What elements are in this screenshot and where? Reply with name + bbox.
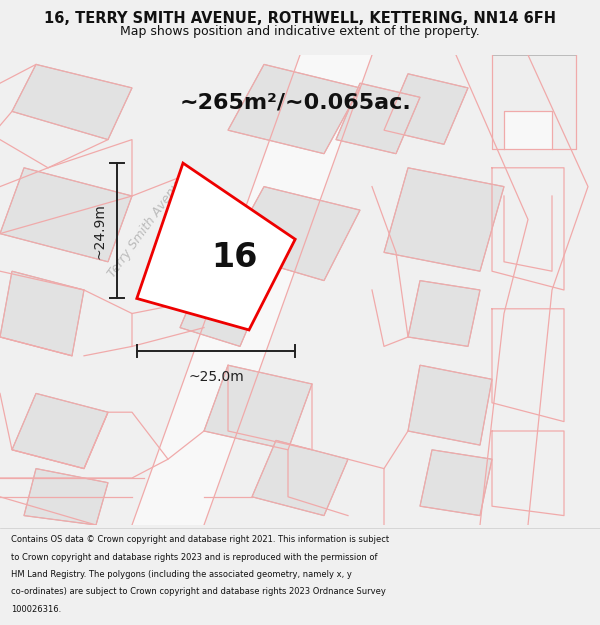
- Polygon shape: [336, 83, 420, 154]
- Text: Contains OS data © Crown copyright and database right 2021. This information is : Contains OS data © Crown copyright and d…: [11, 535, 389, 544]
- Polygon shape: [504, 111, 552, 149]
- Text: Map shows position and indicative extent of the property.: Map shows position and indicative extent…: [120, 26, 480, 39]
- Polygon shape: [180, 271, 264, 346]
- Text: co-ordinates) are subject to Crown copyright and database rights 2023 Ordnance S: co-ordinates) are subject to Crown copyr…: [11, 588, 386, 596]
- Polygon shape: [252, 441, 348, 516]
- Text: Terry Smith Avenue: Terry Smith Avenue: [105, 173, 188, 280]
- Text: HM Land Registry. The polygons (including the associated geometry, namely x, y: HM Land Registry. The polygons (includin…: [11, 570, 352, 579]
- Text: ~265m²/~0.065ac.: ~265m²/~0.065ac.: [180, 92, 412, 112]
- Polygon shape: [0, 168, 132, 262]
- Polygon shape: [137, 163, 295, 330]
- Polygon shape: [0, 271, 84, 356]
- Polygon shape: [384, 168, 504, 271]
- Polygon shape: [492, 55, 576, 149]
- Polygon shape: [204, 365, 312, 450]
- Polygon shape: [24, 469, 108, 525]
- Text: ~25.0m: ~25.0m: [188, 370, 244, 384]
- Polygon shape: [420, 450, 492, 516]
- Polygon shape: [408, 365, 492, 445]
- Polygon shape: [384, 74, 468, 144]
- Text: ~24.9m: ~24.9m: [92, 203, 106, 259]
- Text: to Crown copyright and database rights 2023 and is reproduced with the permissio: to Crown copyright and database rights 2…: [11, 552, 377, 561]
- Text: 16, TERRY SMITH AVENUE, ROTHWELL, KETTERING, NN14 6FH: 16, TERRY SMITH AVENUE, ROTHWELL, KETTER…: [44, 11, 556, 26]
- Polygon shape: [12, 64, 132, 139]
- Text: 16: 16: [211, 241, 257, 274]
- Polygon shape: [228, 187, 360, 281]
- Polygon shape: [408, 281, 480, 346]
- Polygon shape: [132, 55, 372, 525]
- Text: 100026316.: 100026316.: [11, 605, 61, 614]
- Polygon shape: [12, 393, 108, 469]
- Polygon shape: [228, 64, 360, 154]
